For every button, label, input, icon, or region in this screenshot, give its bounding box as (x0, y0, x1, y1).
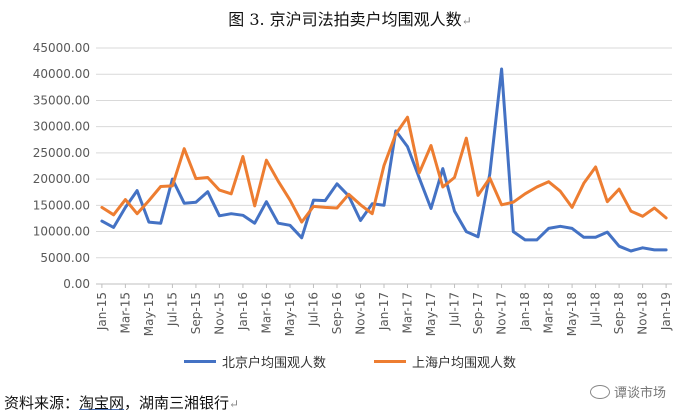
source-paragraph-mark: ↵ (229, 397, 240, 411)
x-tick-label: Jan-15 (95, 292, 109, 331)
x-tick-label: Jan-18 (518, 292, 532, 331)
x-tick-label: Mar-16 (259, 292, 273, 333)
x-tick-label: Jul-18 (589, 292, 603, 327)
x-tick-label: Nov-16 (353, 292, 367, 335)
y-tick-label: 30000.00 (33, 120, 90, 134)
legend-item-shanghai: 上海户均围观人数 (374, 352, 516, 371)
series-line-shanghai (100, 115, 668, 224)
source-note: 资料来源：淘宝网，湖南三湘银行↵ (4, 392, 239, 413)
x-tick-label: Nov-18 (636, 292, 650, 335)
x-tick-label: Jan-17 (377, 292, 391, 331)
x-tick-label: Sep-16 (330, 292, 344, 334)
x-tick-label: Jan-16 (236, 292, 250, 331)
x-tick-label: Sep-15 (189, 292, 203, 334)
series-line-beijing (100, 67, 668, 253)
watermark-text: 谭谈市场 (614, 386, 667, 401)
source-link[interactable]: 淘宝网 (79, 394, 125, 412)
x-tick-label: Jul-17 (448, 292, 462, 327)
chart-title: 图 3. 京沪司法拍卖户均围观人数↵ (0, 6, 700, 30)
y-tick-label: 45000.00 (33, 41, 90, 55)
legend-swatch-shanghai (374, 360, 406, 363)
y-tick-label: 0.00 (63, 277, 90, 291)
chat-bubble-icon (590, 384, 610, 399)
chart-legend: 北京户均围观人数 上海户均围观人数 (0, 352, 700, 371)
x-tick-label: Sep-18 (612, 292, 626, 334)
y-tick-label: 20000.00 (33, 172, 90, 186)
x-tick-label: May-18 (565, 292, 579, 336)
y-tick-label: 35000.00 (33, 93, 90, 107)
x-tick-label: May-17 (424, 292, 438, 336)
chart-title-text: 图 3. 京沪司法拍卖户均围观人数 (228, 10, 462, 29)
y-tick-label: 5000.00 (40, 251, 90, 265)
x-tick-label: Mar-15 (118, 292, 132, 333)
legend-label-beijing: 北京户均围观人数 (221, 356, 326, 371)
y-tick-label: 10000.00 (33, 225, 90, 239)
x-tick-label: Jan-19 (659, 292, 673, 331)
source-rest: ，湖南三湘银行 (124, 394, 230, 412)
y-tick-label: 25000.00 (33, 146, 90, 160)
x-tick-label: Mar-18 (542, 292, 556, 333)
legend-swatch-beijing (183, 360, 216, 363)
x-tick-label: Jul-15 (165, 292, 179, 327)
watermark: 谭谈市场 (590, 382, 666, 401)
legend-label-shanghai: 上海户均围观人数 (412, 356, 517, 371)
legend-item-beijing: 北京户均围观人数 (183, 352, 326, 371)
x-tick-label: May-16 (283, 292, 297, 336)
y-tick-label: 40000.00 (33, 67, 90, 81)
x-tick-label: Jul-16 (306, 292, 320, 327)
x-tick-label: May-15 (142, 292, 156, 336)
paragraph-mark: ↵ (461, 14, 472, 28)
x-tick-label: Nov-17 (495, 292, 509, 335)
source-prefix: 资料来源： (4, 394, 80, 412)
x-tick-label: Sep-17 (471, 292, 485, 334)
x-tick-label: Nov-15 (212, 292, 226, 335)
x-tick-label: Mar-17 (401, 292, 415, 333)
y-tick-label: 15000.00 (33, 198, 90, 212)
